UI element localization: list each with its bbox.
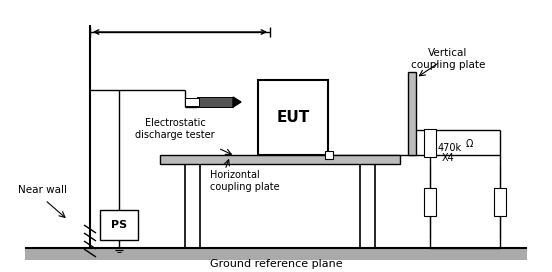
Bar: [494, 187, 506, 215]
Text: Horizontal
coupling plate: Horizontal coupling plate: [210, 170, 280, 191]
Bar: [424, 128, 436, 156]
Bar: [424, 187, 436, 215]
Bar: [100, 210, 138, 240]
Bar: [25, 248, 527, 260]
Text: Ground reference plane: Ground reference plane: [210, 259, 342, 269]
Text: Ω: Ω: [466, 139, 474, 149]
Text: Electrostatic
discharge tester: Electrostatic discharge tester: [135, 118, 215, 140]
Bar: [258, 80, 328, 155]
Text: EUT: EUT: [277, 110, 310, 125]
Polygon shape: [233, 97, 241, 107]
Bar: [160, 155, 400, 164]
Text: 470k: 470k: [438, 143, 462, 153]
Text: Near wall: Near wall: [18, 185, 67, 195]
Text: Vertical
coupling plate: Vertical coupling plate: [411, 48, 485, 70]
Text: PS: PS: [111, 220, 127, 230]
Bar: [185, 98, 199, 106]
Bar: [197, 97, 233, 107]
Bar: [408, 72, 416, 155]
Bar: [325, 151, 333, 159]
Text: X4: X4: [442, 153, 455, 163]
